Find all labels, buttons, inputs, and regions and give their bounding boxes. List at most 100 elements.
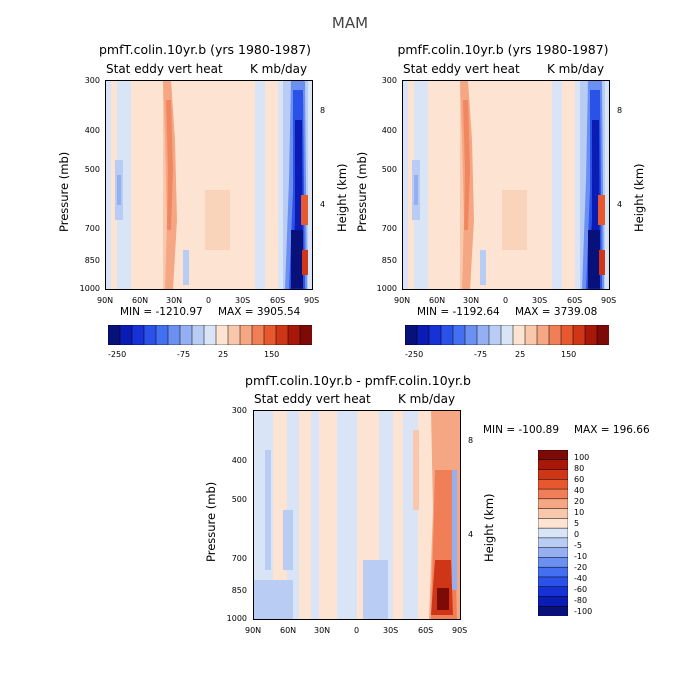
panel-b-ytick-700: 700 — [381, 224, 397, 233]
panel-c-cb-label: 0 — [574, 530, 580, 539]
panel-c-patch — [253, 580, 293, 620]
panel-a-sh-cool — [291, 230, 303, 288]
panel-a-colorbar-swatch — [203, 325, 217, 345]
panel-c-colorbar-swatch — [538, 518, 568, 529]
panel-b-colorbar — [405, 325, 609, 345]
panel-b-colorbar-swatch — [428, 325, 442, 345]
panel-c-plot — [253, 410, 461, 620]
panel-a-cb-label-1: -250 — [108, 350, 127, 359]
panel-a-colorbar-swatch — [179, 325, 193, 345]
panel-b-ytick-500: 500 — [381, 165, 397, 174]
panel-a-cb-label-3: 25 — [218, 350, 229, 359]
panel-a-xtick-90s: 90S — [304, 296, 320, 305]
panel-b-colorbar-swatch — [440, 325, 454, 345]
panel-c-colorbar-swatch — [538, 605, 568, 616]
panel-a-y2tick-8: 8 — [320, 106, 326, 115]
panel-c-field — [253, 410, 461, 620]
panel-a-y2tick-4: 4 — [320, 200, 326, 209]
panel-a-streak-core — [166, 100, 173, 230]
panel-a-colorbar-swatch — [108, 325, 121, 345]
panel-c-xtick-60n: 60N — [280, 626, 297, 635]
panel-c-xtick-90s: 90S — [452, 626, 468, 635]
panel-a-xtick-0: 0 — [206, 296, 212, 305]
panel-c-cb-label: 40 — [574, 486, 585, 495]
panel-c-cb-label: -5 — [574, 541, 582, 550]
panel-b-cb-label-2: -75 — [474, 350, 488, 359]
panel-b-patch — [480, 250, 486, 285]
panel-a-variable-label: Stat eddy vert heat — [106, 62, 223, 76]
panel-c-sh-cool — [452, 470, 457, 590]
panel-a-xtick-30s: 30S — [235, 296, 251, 305]
panel-b-band — [414, 80, 428, 290]
panel-a-colorbar-swatch — [191, 325, 205, 345]
panel-b-sh-warm — [599, 250, 605, 275]
panel-c-cb-label: 100 — [574, 453, 590, 462]
panel-a-title: pmfT.colin.10yr.b (yrs 1980-1987) — [98, 42, 312, 57]
panel-c-patch — [265, 450, 271, 570]
panel-a-y-label: Pressure (mb) — [57, 151, 71, 232]
panel-c-units: K mb/day — [398, 392, 456, 406]
panel-b-cb-label-4: 150 — [561, 350, 577, 359]
panel-b-colorbar-swatch — [476, 325, 490, 345]
panel-a-y2-label: Height (km) — [335, 163, 349, 232]
panel-a-field — [105, 80, 313, 290]
panel-c-y2-label: Height (km) — [482, 493, 496, 562]
panel-b-band — [552, 80, 562, 290]
panel-a-ytick-300: 300 — [84, 76, 100, 85]
panel-a-ytick-500: 500 — [84, 165, 100, 174]
panel-c-colorbar-swatch — [538, 576, 568, 588]
panel-b-colorbar-swatch — [584, 325, 598, 345]
panel-c-cb-label: 5 — [574, 519, 580, 528]
panel-c-colorbar-swatch — [538, 596, 568, 607]
panel-b-band — [514, 80, 552, 290]
panel-a-band — [217, 80, 255, 290]
panel-c-cb-label: -100 — [574, 607, 593, 616]
panel-c-sh-warm — [437, 588, 449, 610]
panel-a-colorbar-swatch — [167, 325, 181, 345]
panel-b-xtick-30n: 30N — [463, 296, 480, 305]
panel-c-cb-label: -80 — [574, 596, 588, 605]
panel-b-ytick-300: 300 — [381, 76, 397, 85]
panel-c-xtick-30n: 30N — [314, 626, 331, 635]
panel-b-min: MIN = -1192.64 — [417, 306, 500, 318]
panel-c-colorbar — [538, 450, 568, 616]
panel-a-band — [278, 80, 285, 290]
panel-a-colorbar-swatch — [239, 325, 253, 345]
panel-b-band — [562, 80, 575, 290]
panel-b-patch — [502, 190, 527, 250]
panel-a-ytick-1000: 1000 — [79, 284, 100, 293]
panel-c-patch — [363, 560, 388, 620]
panel-c-xtick-90n: 90N — [245, 626, 262, 635]
panel-a-band — [265, 80, 278, 290]
panel-a-colorbar — [108, 325, 312, 345]
panel-b-max: MAX = 3739.08 — [515, 306, 598, 318]
panel-b-ytick-850: 850 — [381, 256, 397, 265]
panel-b-colorbar-swatch — [500, 325, 514, 345]
panel-c-colorbar-swatch — [538, 498, 568, 510]
panel-c-cb-label: -40 — [574, 574, 588, 583]
panel-a-band — [131, 80, 163, 290]
panel-c-patch — [413, 430, 419, 510]
panel-a-sh-warm — [301, 195, 309, 225]
panel-c-y-label: Pressure (mb) — [204, 481, 218, 562]
panel-a-colorbar-swatch — [131, 325, 145, 345]
panel-a-xtick-90n: 90N — [97, 296, 114, 305]
panel-b-y2-label: Height (km) — [632, 163, 646, 232]
panel-b-colorbar-swatch — [524, 325, 538, 345]
panel-b-band — [428, 80, 460, 290]
panel-a-colorbar-swatch — [251, 325, 265, 345]
panel-a-band — [105, 80, 111, 290]
panel-c-colorbar-swatch — [538, 547, 568, 558]
panel-c-band — [311, 410, 319, 620]
panel-a-ytick-700: 700 — [84, 224, 100, 233]
panel-b-xtick-90n: 90N — [394, 296, 411, 305]
panel-c-xtick-60s: 60S — [418, 626, 434, 635]
season-title: MAM — [331, 14, 369, 32]
panel-c-ytick-1000: 1000 — [226, 614, 247, 623]
panel-c-y2tick-4: 4 — [468, 530, 474, 539]
panel-b-band — [460, 80, 465, 290]
panel-a-xtick-60s: 60S — [270, 296, 286, 305]
panel-a-ytick-400: 400 — [84, 126, 100, 135]
panel-c-colorbar-swatch — [538, 537, 568, 549]
panel-a-colorbar-swatch — [299, 325, 312, 345]
